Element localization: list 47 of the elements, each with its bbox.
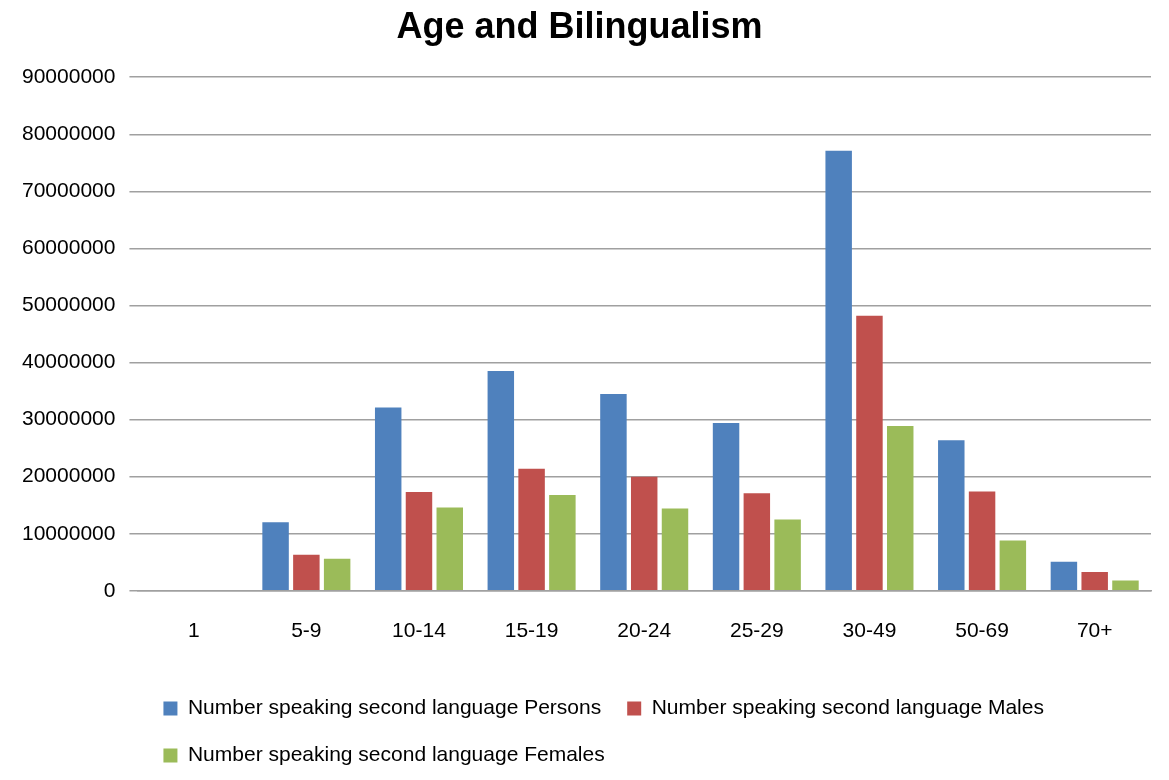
bar [999,540,1027,591]
bar [712,423,740,591]
x-tick-label: 70+ [1076,618,1113,642]
bar [262,522,289,591]
x-tick-label: 15-19 [504,618,559,642]
legend-label: Number speaking second language Persons [187,695,602,719]
bar [549,494,576,591]
bar [968,491,996,591]
bar [293,554,320,591]
y-tick-label: 60000000 [22,235,116,259]
chart-title: Age and Bilingualism [396,4,763,46]
y-tick-label: 0 [103,577,116,601]
y-tick-label: 20000000 [22,463,116,487]
bar [1081,571,1108,591]
bar [887,425,914,591]
bar [1050,561,1078,591]
bar [661,508,689,591]
bar [630,476,658,591]
bar [774,519,801,591]
y-tick-label: 50000000 [22,292,116,316]
x-tick-label: 25-29 [729,618,784,642]
y-tick-label: 90000000 [22,64,116,87]
bar [405,492,433,591]
x-tick-label: 30-49 [842,618,897,642]
y-tick-label: 40000000 [22,349,116,373]
bar [743,493,771,591]
x-tick-label: 20-24 [617,618,672,642]
bar [323,558,351,591]
bar [1112,580,1139,591]
legend-label: Number speaking second language Males [651,695,1044,719]
y-tick-label: 10000000 [22,520,116,544]
bar [856,315,883,591]
bar [487,371,515,591]
bar [518,468,545,591]
bar [825,150,852,591]
x-tick-label: 10-14 [392,618,447,642]
x-tick-label: 50-69 [955,618,1009,642]
legend-label: Number speaking second language Females [187,742,605,766]
y-tick-label: 70000000 [22,178,116,202]
x-tick-label: 5-9 [291,618,322,642]
y-tick-label: 80000000 [22,121,116,145]
bar [938,440,965,591]
y-tick-label: 30000000 [22,406,116,430]
bar [600,393,627,591]
x-tick-label: 1 [187,618,200,642]
bar [436,507,463,591]
bar [374,407,402,591]
